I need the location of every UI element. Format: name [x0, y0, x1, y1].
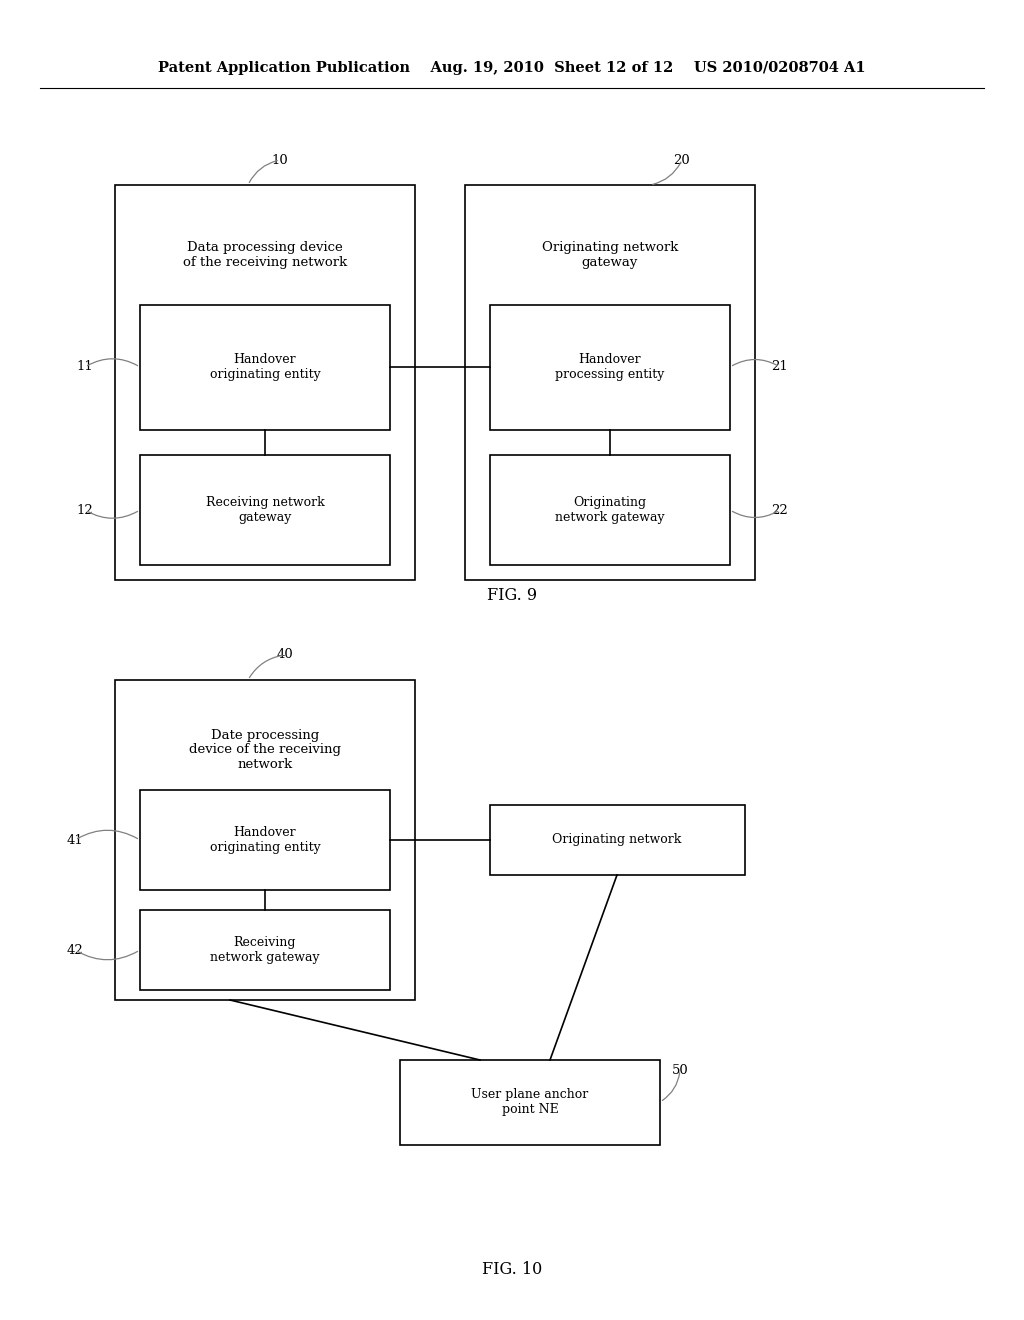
Text: 11: 11 — [77, 360, 93, 374]
Bar — [115, 185, 415, 579]
Bar — [400, 1060, 660, 1144]
Text: 40: 40 — [276, 648, 293, 661]
Text: 22: 22 — [772, 503, 788, 516]
Text: 41: 41 — [67, 833, 83, 846]
Bar — [490, 455, 730, 565]
Text: Handover
processing entity: Handover processing entity — [555, 352, 665, 381]
Text: 21: 21 — [772, 360, 788, 374]
Text: Receiving network
gateway: Receiving network gateway — [206, 496, 325, 524]
Bar — [490, 305, 730, 430]
Bar — [115, 680, 415, 1001]
Text: Handover
originating entity: Handover originating entity — [210, 352, 321, 381]
Text: User plane anchor
point NE: User plane anchor point NE — [471, 1088, 589, 1115]
Text: 10: 10 — [271, 153, 289, 166]
Text: Data processing device
of the receiving network: Data processing device of the receiving … — [183, 242, 347, 269]
Text: FIG. 9: FIG. 9 — [487, 586, 537, 603]
Text: Receiving
network gateway: Receiving network gateway — [210, 936, 319, 964]
Text: Originating
network gateway: Originating network gateway — [555, 496, 665, 524]
Text: Originating network: Originating network — [552, 833, 682, 846]
Text: 12: 12 — [77, 503, 93, 516]
Text: Handover
originating entity: Handover originating entity — [210, 826, 321, 854]
Bar — [465, 185, 755, 579]
Text: 42: 42 — [67, 944, 83, 957]
Bar — [140, 909, 390, 990]
Bar — [490, 805, 745, 875]
Bar — [140, 789, 390, 890]
Text: Patent Application Publication    Aug. 19, 2010  Sheet 12 of 12    US 2010/02087: Patent Application Publication Aug. 19, … — [158, 61, 866, 75]
Text: 20: 20 — [674, 153, 690, 166]
Text: 50: 50 — [672, 1064, 688, 1077]
Text: Date processing
device of the receiving
network: Date processing device of the receiving … — [189, 729, 341, 771]
Bar — [140, 455, 390, 565]
Bar — [140, 305, 390, 430]
Text: FIG. 10: FIG. 10 — [482, 1262, 542, 1279]
Text: Originating network
gateway: Originating network gateway — [542, 242, 678, 269]
